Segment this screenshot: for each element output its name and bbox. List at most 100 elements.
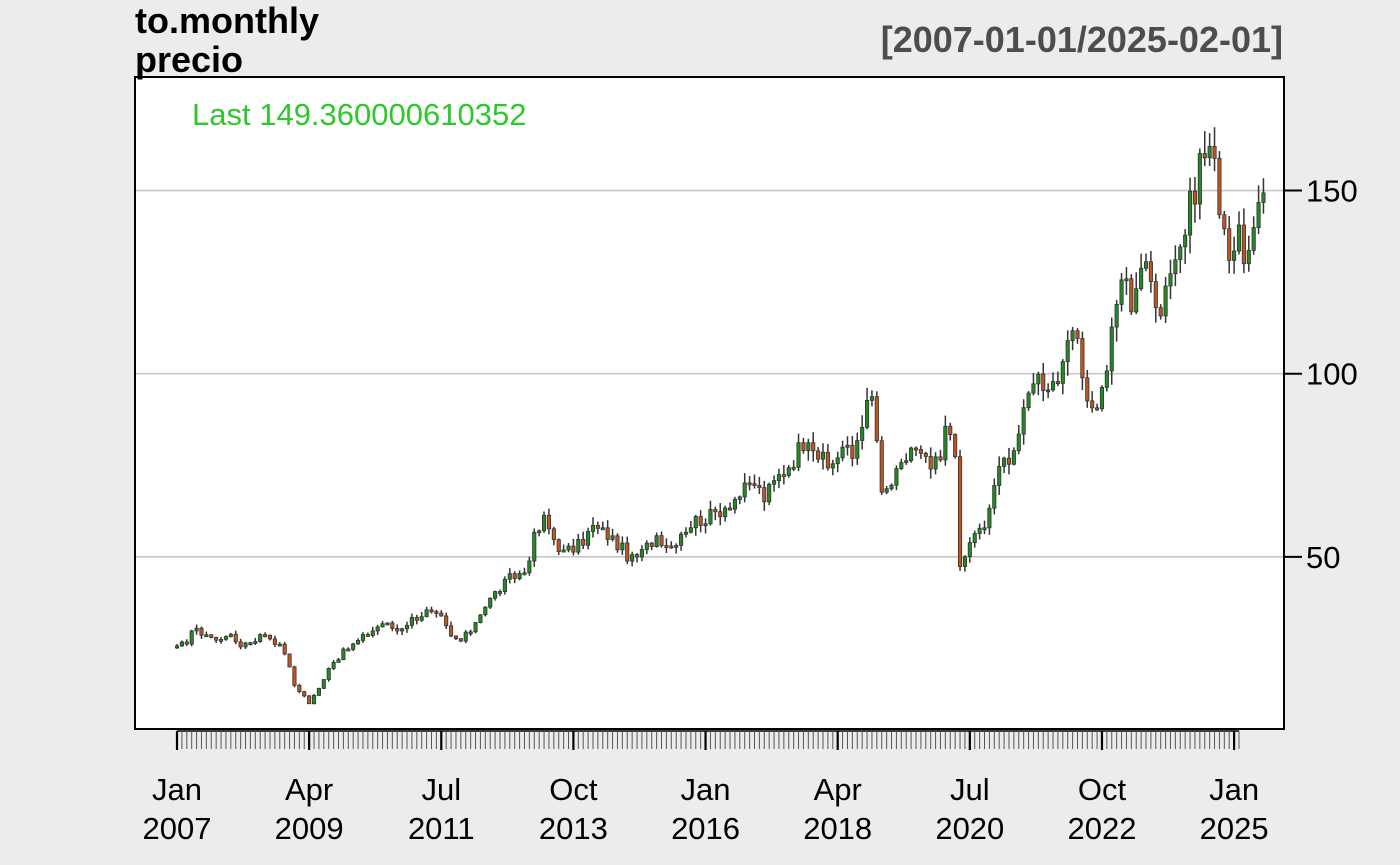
candle: [434, 609, 439, 618]
candle: [806, 438, 811, 461]
candle: [522, 567, 527, 576]
candle: [488, 597, 493, 609]
candle: [267, 634, 273, 641]
candle: [786, 464, 791, 478]
candle-body: [267, 634, 273, 640]
candle: [1002, 456, 1007, 474]
candle-body: [904, 460, 909, 463]
candle-body: [493, 591, 498, 599]
candle-body: [478, 614, 483, 623]
candle-body: [732, 499, 737, 510]
candle-body: [439, 612, 444, 617]
candle: [1041, 362, 1046, 402]
candle-body: [1055, 381, 1060, 384]
candle: [218, 637, 224, 644]
candle: [1134, 272, 1139, 315]
x-tick-label-month: Jul: [950, 772, 990, 807]
candle: [356, 638, 361, 645]
candle-body: [248, 642, 253, 646]
candle-body: [825, 451, 830, 469]
last-value-label: Last 149.360000610352: [192, 97, 526, 132]
candle-body: [820, 451, 826, 460]
candle: [957, 449, 963, 571]
candle: [879, 436, 884, 495]
date-range-label: [2007-01-01/2025-02-01]: [881, 19, 1283, 60]
candle: [605, 520, 610, 546]
candle: [874, 391, 879, 443]
candle-body: [669, 545, 674, 549]
candle-body: [943, 425, 948, 461]
candle-body: [869, 396, 874, 401]
candle: [865, 387, 870, 430]
candle: [840, 440, 845, 462]
x-tick-label-year: 2025: [1200, 811, 1269, 846]
candle: [346, 647, 351, 652]
candle: [708, 500, 713, 526]
candle-body: [737, 496, 742, 500]
candle-body: [179, 641, 184, 647]
candle-body: [542, 514, 547, 532]
candle-body: [400, 628, 405, 632]
candle: [1075, 328, 1080, 344]
candle: [365, 632, 370, 637]
x-tick-label-year: 2011: [408, 811, 475, 846]
candle-body: [429, 609, 434, 613]
candle: [1070, 326, 1075, 351]
candle: [497, 589, 503, 597]
candle-body: [360, 634, 366, 641]
candle: [395, 624, 400, 635]
candle-body: [351, 643, 356, 650]
candle-body: [654, 535, 659, 548]
candle-body: [238, 641, 243, 648]
candle-body: [365, 634, 370, 637]
candle: [987, 504, 992, 535]
candle: [537, 529, 542, 537]
candle: [918, 445, 923, 460]
x-tick-label-year: 2009: [275, 811, 344, 846]
candle-body: [174, 645, 180, 649]
candle: [732, 496, 737, 514]
candle-body: [209, 634, 214, 638]
x-tick-label-year: 2007: [143, 811, 212, 846]
candle: [336, 657, 341, 663]
candle-body: [1031, 383, 1036, 394]
candle-body: [316, 687, 321, 696]
candle-body: [424, 609, 429, 618]
candle-body: [1148, 261, 1153, 282]
candle: [1227, 216, 1232, 274]
candle: [982, 520, 987, 535]
candle: [223, 635, 228, 641]
candle: [674, 543, 679, 554]
candle: [972, 530, 977, 548]
candle: [311, 693, 317, 705]
candle-body: [776, 474, 782, 481]
candle-body: [1026, 392, 1031, 409]
candle-body: [811, 442, 816, 452]
candle-body: [1050, 381, 1056, 391]
x-tick-label-year: 2018: [803, 811, 872, 846]
candle: [1148, 250, 1153, 293]
candle-body: [1046, 389, 1051, 393]
candle: [1139, 253, 1144, 291]
candle-body: [752, 483, 757, 486]
candle-body: [1134, 288, 1139, 313]
candle-body: [370, 630, 375, 636]
candle: [1026, 391, 1031, 411]
candle: [889, 483, 894, 491]
candle: [204, 631, 209, 638]
candle-body: [214, 637, 219, 641]
candle-body: [762, 487, 767, 503]
candle-body: [199, 627, 204, 636]
candle-body: [1261, 192, 1266, 203]
candle: [1251, 216, 1256, 255]
candle: [556, 538, 561, 556]
candle: [992, 478, 997, 515]
candle: [571, 538, 576, 556]
candle: [737, 495, 742, 505]
candle-body: [375, 626, 380, 632]
candle: [400, 627, 405, 636]
candle: [654, 532, 659, 548]
candle: [1153, 273, 1158, 323]
candle: [835, 451, 840, 473]
candle-body: [747, 482, 752, 486]
